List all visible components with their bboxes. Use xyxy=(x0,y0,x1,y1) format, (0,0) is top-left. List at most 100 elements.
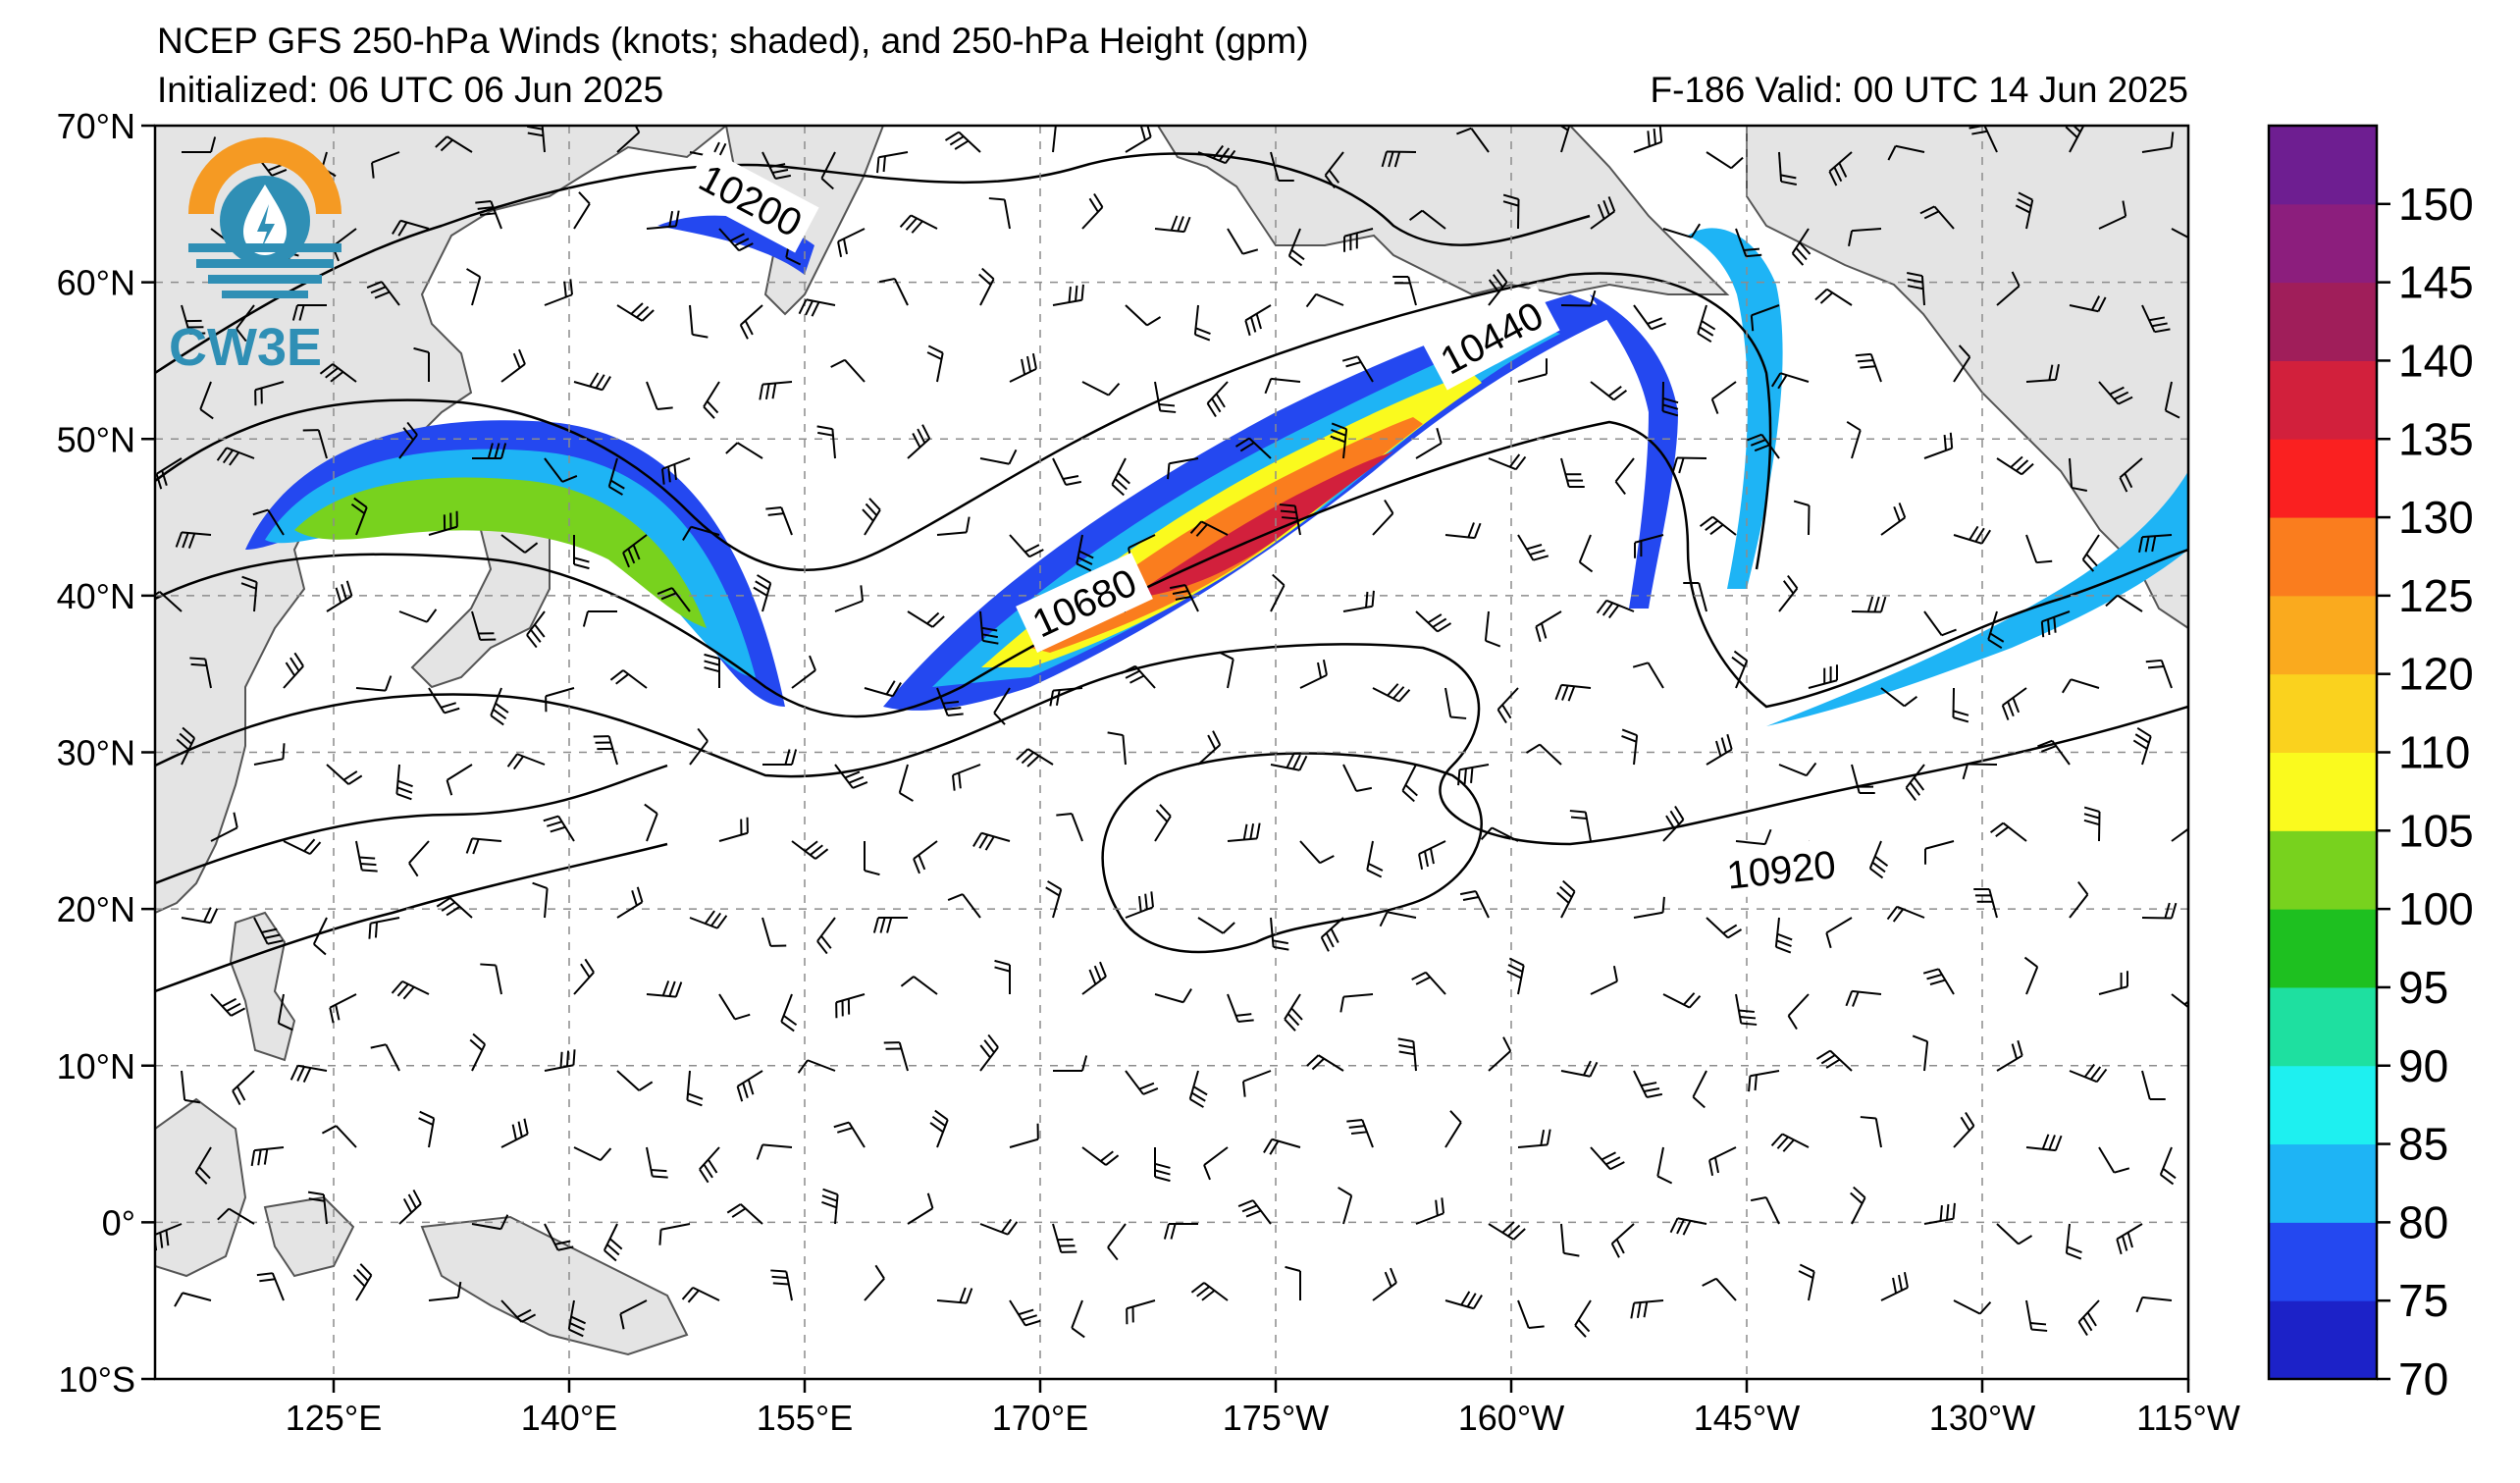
colorbar-segment xyxy=(2269,126,2377,205)
wind-barb xyxy=(929,1109,949,1148)
wind-barb xyxy=(947,893,981,919)
wind-barb xyxy=(544,279,574,306)
colorbar-segment xyxy=(2269,439,2377,518)
wind-barb xyxy=(646,980,683,998)
wind-barb xyxy=(1671,456,1707,474)
wind-barb xyxy=(593,735,618,766)
colorbar-tick-label: 80 xyxy=(2398,1196,2448,1247)
wind-barb xyxy=(660,457,691,485)
colorbar-segment xyxy=(2269,909,2377,988)
wind-barb xyxy=(2171,228,2188,239)
wind-barb xyxy=(544,1049,576,1072)
wind-barb xyxy=(398,421,418,459)
wind-barb xyxy=(1825,917,1853,949)
wind-barb xyxy=(1683,582,1707,612)
wind-barb xyxy=(1535,610,1562,643)
wind-barb xyxy=(1197,144,1236,165)
colorbar-tick-label: 120 xyxy=(2398,649,2474,700)
wind-barb xyxy=(573,535,590,570)
wind-barb xyxy=(1154,804,1172,842)
valid-time-label: F-186 Valid: 00 UTC 14 Jun 2025 xyxy=(1650,70,2188,110)
wind-barb xyxy=(236,304,255,343)
wind-barb xyxy=(1237,1199,1272,1225)
wind-barb xyxy=(573,372,611,392)
colorbar-tick-label: 135 xyxy=(2398,413,2474,464)
wind-barb xyxy=(1197,730,1222,766)
wind-barb xyxy=(2135,1296,2173,1313)
wind-barb xyxy=(408,840,430,877)
wind-barb xyxy=(1517,1129,1551,1148)
wind-barb xyxy=(1919,205,1955,230)
wind-barb xyxy=(1750,1196,1780,1225)
ocean-background xyxy=(155,126,2188,1379)
wind-barb xyxy=(699,1146,720,1184)
wind-barb xyxy=(1338,1187,1353,1225)
wind-barb xyxy=(834,764,868,789)
colorbar-tick-label: 75 xyxy=(2398,1275,2448,1326)
wind-barb xyxy=(936,516,971,536)
wind-barb xyxy=(545,687,575,713)
wind-barb xyxy=(1342,764,1373,792)
wind-barb xyxy=(1169,584,1199,612)
wind-barb xyxy=(283,652,304,689)
wind-barb xyxy=(395,764,413,801)
wind-barb xyxy=(898,764,914,802)
wind-barb xyxy=(988,197,1011,230)
lat-tick-label: 70°N xyxy=(57,106,135,146)
wind-barb xyxy=(1699,515,1737,536)
wind-barb xyxy=(232,1070,255,1106)
wind-barb xyxy=(1633,896,1665,919)
wind-barb xyxy=(370,151,400,179)
wind-barb xyxy=(567,1299,587,1338)
wind-barb xyxy=(704,653,720,688)
wind-barb xyxy=(762,749,798,766)
wind-barb xyxy=(1009,1123,1039,1148)
wind-barb xyxy=(1924,840,1955,865)
wind-barb xyxy=(1126,1299,1156,1325)
wind-barb xyxy=(1111,457,1130,497)
lat-tick-label: 0° xyxy=(102,1202,135,1243)
wind-barb xyxy=(368,917,400,939)
wind-barb xyxy=(465,837,502,855)
wind-barb xyxy=(1408,209,1446,230)
wind-barb xyxy=(979,1218,1019,1236)
wind-barb xyxy=(355,675,393,692)
new-guinea-land xyxy=(420,1215,689,1356)
wind-barb xyxy=(658,1223,691,1245)
wind-barb xyxy=(1560,457,1585,488)
wind-barb xyxy=(972,831,1011,851)
wind-barb xyxy=(1343,228,1374,252)
wind-barb xyxy=(291,304,327,321)
colorbar-segment xyxy=(2269,830,2377,910)
lat-tick-label: 10°S xyxy=(59,1359,135,1400)
wind-barb xyxy=(544,1223,574,1251)
wind-barb xyxy=(1009,352,1037,383)
wind-barb xyxy=(1456,127,1490,153)
wind-barb xyxy=(1496,687,1519,724)
wind-barb xyxy=(2069,880,2089,919)
wind-barb xyxy=(1188,1070,1208,1108)
wind-barb xyxy=(1121,664,1156,689)
wind-barb xyxy=(609,669,648,689)
wind-barb xyxy=(1299,659,1328,689)
wind-barb xyxy=(1052,126,1057,153)
wind-barb xyxy=(1444,522,1482,540)
wind-barb xyxy=(878,278,909,306)
wind-barb xyxy=(1071,1299,1085,1339)
wind-barb xyxy=(1167,457,1199,480)
wind-barb xyxy=(978,267,995,306)
wind-barb xyxy=(1339,993,1374,1013)
wind-barb xyxy=(1163,1223,1198,1240)
wind-barb xyxy=(1154,215,1191,234)
wind-barb xyxy=(302,429,328,459)
wind-barb xyxy=(926,344,944,383)
wind-barb xyxy=(155,457,183,490)
wind-barb xyxy=(1052,1223,1077,1253)
wind-barb xyxy=(326,764,363,785)
lat-tick-label: 20°N xyxy=(57,889,135,929)
wind-barb xyxy=(2023,956,2039,995)
wind-barb xyxy=(718,993,751,1021)
wind-barb xyxy=(1125,1070,1159,1095)
wind-barb xyxy=(471,610,497,641)
wind-barb xyxy=(283,838,322,856)
